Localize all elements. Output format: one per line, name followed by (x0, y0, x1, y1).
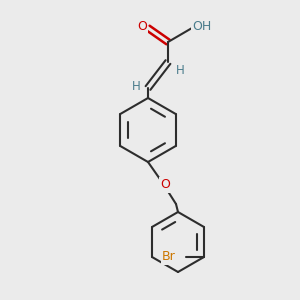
Text: O: O (160, 178, 170, 191)
Text: Br: Br (162, 250, 176, 263)
Text: O: O (137, 20, 147, 32)
Text: OH: OH (192, 20, 212, 32)
Text: H: H (176, 64, 184, 76)
Text: H: H (132, 80, 140, 92)
